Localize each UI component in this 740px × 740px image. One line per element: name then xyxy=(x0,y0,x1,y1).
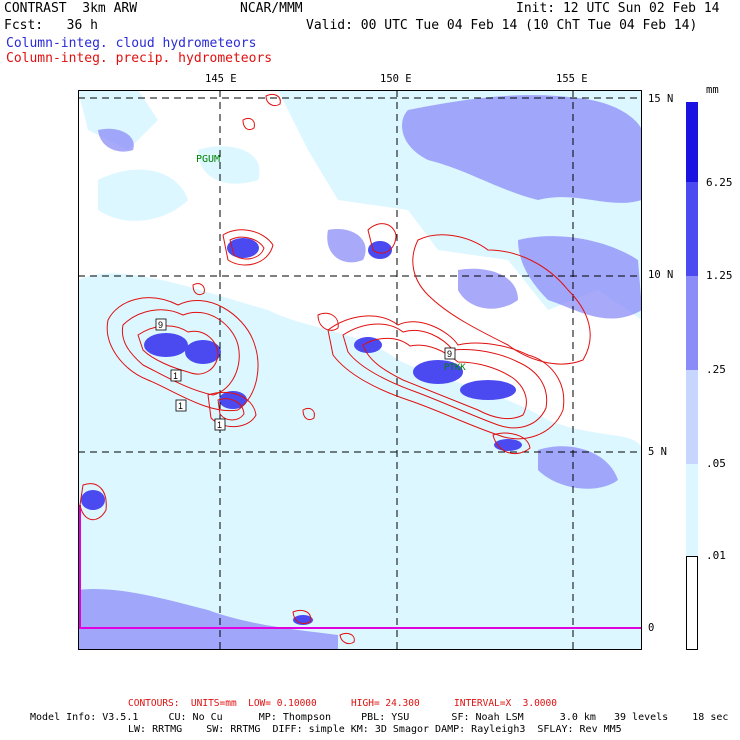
colorbar-seg-1 xyxy=(686,102,698,182)
init-time: Init: 12 UTC Sun 02 Feb 14 xyxy=(516,1,720,16)
lon-label-155: 155 E xyxy=(556,73,588,85)
lon-label-150: 150 E xyxy=(380,73,412,85)
colorbar xyxy=(686,102,698,650)
contour-label-boxes xyxy=(155,318,456,431)
field-label-cloud: Column-integ. cloud hydrometeors xyxy=(6,36,257,51)
valid-time: Valid: 00 UTC Tue 04 Feb 14 (10 ChT Tue … xyxy=(306,18,698,33)
lat-label-0: 0 xyxy=(648,622,655,634)
center-title: NCAR/MMM xyxy=(240,1,303,16)
lat-lon-grid xyxy=(78,90,642,650)
lat-label-10n: 10 N xyxy=(648,269,674,281)
colorbar-seg-6 xyxy=(686,556,698,650)
forecast-hour: Fcst: 36 h xyxy=(4,18,98,33)
station-chuuk-label: PTKK xyxy=(444,363,466,373)
colorbar-label-3: .25 xyxy=(706,363,726,376)
colorbar-unit: mm xyxy=(706,84,719,96)
strong-cloud-cores xyxy=(81,238,522,625)
field-label-precip: Column-integ. precip. hydrometeors xyxy=(6,51,273,66)
contour-label-1c: 1 xyxy=(217,420,222,430)
map-border xyxy=(78,90,642,650)
colorbar-label-1: 6.25 xyxy=(706,176,733,189)
colorbar-label-2: 1.25 xyxy=(706,269,733,282)
lon-label-145: 145 E xyxy=(205,73,237,85)
colorbar-label-5: .01 xyxy=(706,549,726,562)
model-info-line-1: Model Info: V3.5.1 CU: No Cu MP: Thompso… xyxy=(30,712,729,723)
colorbar-label-4: .05 xyxy=(706,457,726,470)
colorbar-seg-3 xyxy=(686,276,698,370)
hydrometeor-map: 9 1 1 1 9 PGUM PTKK xyxy=(78,90,642,650)
colorbar-seg-4 xyxy=(686,370,698,464)
contour-label-9b: 9 xyxy=(447,349,452,359)
colorbar-seg-5 xyxy=(686,464,698,556)
contour-label-1a: 1 xyxy=(173,371,178,381)
contour-label-9a: 9 xyxy=(158,320,163,330)
contour-info: CONTOURS: UNITS=mm LOW= 0.10000 HIGH= 24… xyxy=(128,698,557,709)
model-info-line-2: LW: RRTMG SW: RRTMG DIFF: simple KM: 3D … xyxy=(128,724,622,735)
lat-label-15n: 15 N xyxy=(648,93,674,105)
mid-cloud-shading xyxy=(78,95,642,650)
model-title: CONTRAST 3km ARW xyxy=(4,1,138,16)
contour-label-1b: 1 xyxy=(178,401,183,411)
lat-label-5n: 5 N xyxy=(648,446,667,458)
station-guam-label: PGUM xyxy=(196,154,220,165)
colorbar-seg-2 xyxy=(686,182,698,276)
